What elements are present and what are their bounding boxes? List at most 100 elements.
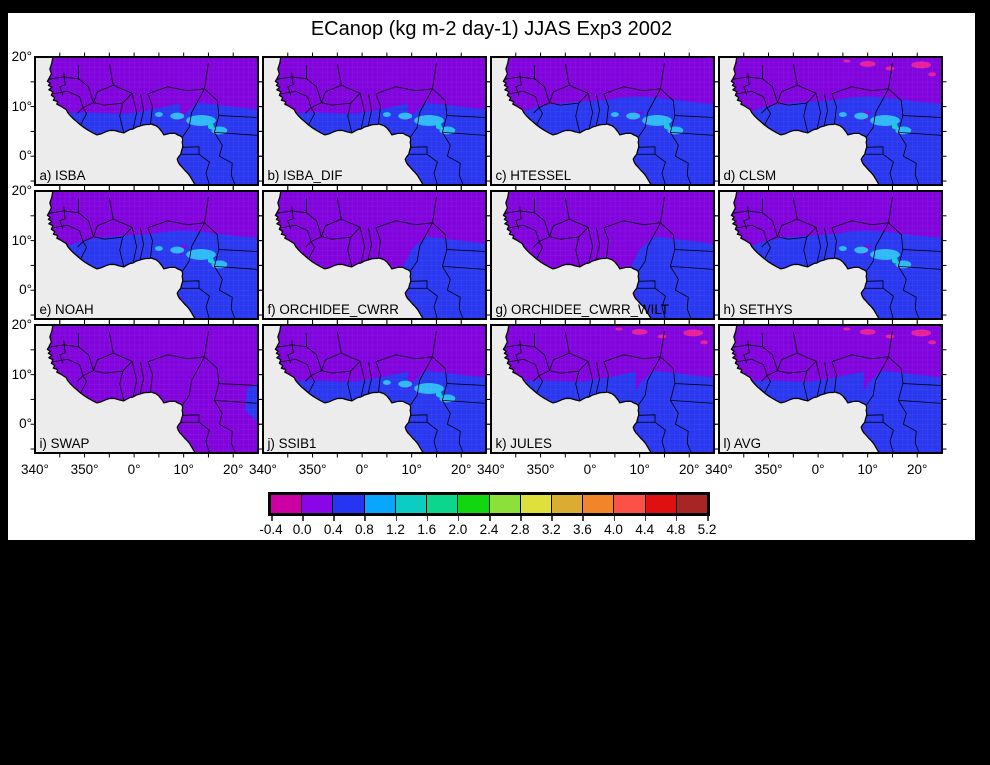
coastline bbox=[274, 56, 424, 186]
colorbar bbox=[268, 492, 710, 516]
colorbar-tick-label: 5.2 bbox=[697, 522, 717, 537]
coastline bbox=[502, 56, 652, 186]
colorbar-tick-label: 4.0 bbox=[604, 522, 623, 537]
colorbar-tick bbox=[675, 516, 678, 521]
map-panel-k: k) JULES bbox=[486, 320, 719, 458]
map-panel-a: a) ISBA bbox=[30, 52, 263, 190]
y-tick-label: 0° bbox=[19, 282, 32, 298]
y-tick-label: 10° bbox=[11, 98, 32, 114]
x-tick-label: 20° bbox=[223, 462, 244, 477]
map-svg: e) NOAH bbox=[30, 186, 263, 324]
coastline bbox=[46, 324, 196, 454]
map-panel-l: l) AVG bbox=[714, 320, 947, 458]
country-borders bbox=[276, 196, 486, 319]
colorbar-cell bbox=[333, 495, 365, 513]
x-tick-label: 340° bbox=[21, 462, 49, 477]
x-tick-label: 20° bbox=[907, 462, 928, 477]
map-panel-d: d) CLSM bbox=[714, 52, 947, 190]
country-borders bbox=[504, 196, 714, 319]
map-svg: i) SWAP bbox=[30, 320, 263, 458]
map-svg: d) CLSM bbox=[714, 52, 947, 190]
x-tick-label: 340° bbox=[477, 462, 505, 477]
country-borders bbox=[732, 62, 942, 185]
colorbar-cell bbox=[395, 495, 428, 513]
map-svg: h) SETHYS bbox=[714, 186, 947, 324]
map-panel-g: g) ORCHIDEE_CWRR_WILT bbox=[486, 186, 719, 324]
colorbar-tick bbox=[582, 516, 584, 521]
x-tick-label: 350° bbox=[754, 462, 783, 477]
y-tick-label: 10° bbox=[11, 366, 32, 382]
map-svg: f) ORCHIDEE_CWRR bbox=[258, 186, 491, 324]
colorbar-tick-label: 2.8 bbox=[510, 522, 530, 537]
y-tick-label: 20° bbox=[11, 317, 32, 332]
x-tick-label: 0° bbox=[583, 462, 597, 477]
y-tick-label: 0° bbox=[19, 416, 32, 432]
coastline bbox=[46, 56, 196, 186]
panel-frame bbox=[262, 56, 487, 186]
map-panel-j: j) SSIB1 bbox=[258, 320, 491, 458]
country-borders bbox=[504, 330, 714, 453]
panel-label: i) SWAP bbox=[39, 436, 89, 451]
colorbar-cell bbox=[676, 495, 708, 513]
y-tick-label: 20° bbox=[11, 183, 32, 198]
map-svg: l) AVG bbox=[714, 320, 947, 458]
colorbar-tick bbox=[395, 516, 398, 521]
panel-label: k) JULES bbox=[495, 436, 552, 451]
country-borders bbox=[48, 330, 258, 453]
panel-label: l) AVG bbox=[723, 436, 761, 451]
coastline bbox=[274, 324, 424, 454]
country-borders bbox=[732, 196, 942, 319]
colorbar-tick-label: 4.4 bbox=[635, 522, 655, 537]
colorbar-tick bbox=[302, 516, 304, 521]
colorbar-cell bbox=[427, 495, 459, 513]
panel-label: g) ORCHIDEE_CWRR_WILT bbox=[495, 302, 669, 317]
x-tick-label: 10° bbox=[173, 462, 194, 477]
panel-frame bbox=[490, 190, 715, 320]
x-tick-label: 350° bbox=[526, 462, 555, 477]
colorbar-tick-label: 4.8 bbox=[666, 522, 686, 537]
coastline bbox=[46, 190, 196, 320]
land-group bbox=[47, 325, 258, 453]
panel-frame bbox=[34, 324, 259, 454]
colorbar-tick bbox=[333, 516, 335, 521]
figure-title: ECanop (kg m-2 day-1) JJAS Exp3 2002 bbox=[310, 18, 673, 40]
x-tick-label: 10° bbox=[629, 462, 650, 477]
y-tick-label: 20° bbox=[11, 49, 32, 64]
panel-label: h) SETHYS bbox=[723, 302, 792, 317]
colorbar-cell bbox=[520, 495, 552, 513]
colorbar-cell bbox=[614, 495, 646, 513]
panel-frame bbox=[718, 56, 943, 186]
x-tick-label: 0° bbox=[127, 462, 141, 477]
x-tick-label: 20° bbox=[679, 462, 700, 477]
panel-frame bbox=[262, 190, 487, 320]
colorbar-tick bbox=[426, 516, 429, 521]
panel-label: c) HTESSEL bbox=[495, 168, 571, 183]
colorbar-cell bbox=[302, 495, 334, 513]
colorbar-tick-label: 1.6 bbox=[417, 522, 437, 537]
colorbar-tick-label: 2.0 bbox=[448, 522, 468, 537]
colorbar-tick bbox=[707, 516, 709, 521]
map-svg: k) JULES bbox=[486, 320, 719, 458]
coastline bbox=[502, 190, 652, 320]
figure: ECanop (kg m-2 day-1) JJAS Exp3 2002 bbox=[8, 13, 975, 540]
x-tick-label: 10° bbox=[401, 462, 422, 477]
colorbar-cell bbox=[583, 495, 615, 513]
panel-label: j) SSIB1 bbox=[266, 436, 316, 451]
map-svg: c) HTESSEL bbox=[486, 52, 719, 190]
colorbar-tick bbox=[644, 516, 647, 521]
x-tick-label: 340° bbox=[705, 462, 733, 477]
colorbar-cell bbox=[489, 495, 521, 513]
panel-label: e) NOAH bbox=[39, 302, 93, 317]
x-tick-label: 350° bbox=[70, 462, 99, 477]
colorbar-tick bbox=[457, 516, 460, 521]
panel-label: d) CLSM bbox=[723, 168, 776, 183]
map-panel-i: i) SWAP bbox=[30, 320, 263, 458]
colorbar-tick-label: 0.8 bbox=[355, 522, 374, 537]
map-svg: g) ORCHIDEE_CWRR_WILT bbox=[486, 186, 719, 324]
panel-frame bbox=[262, 324, 487, 454]
map-panel-b: b) ISBA_DIF bbox=[258, 52, 491, 190]
x-tick-label: 10° bbox=[857, 462, 878, 477]
panel-label: b) ISBA_DIF bbox=[267, 168, 342, 183]
panel-grid: a) ISBA bbox=[30, 52, 947, 458]
y-tick-label: 0° bbox=[19, 148, 32, 164]
